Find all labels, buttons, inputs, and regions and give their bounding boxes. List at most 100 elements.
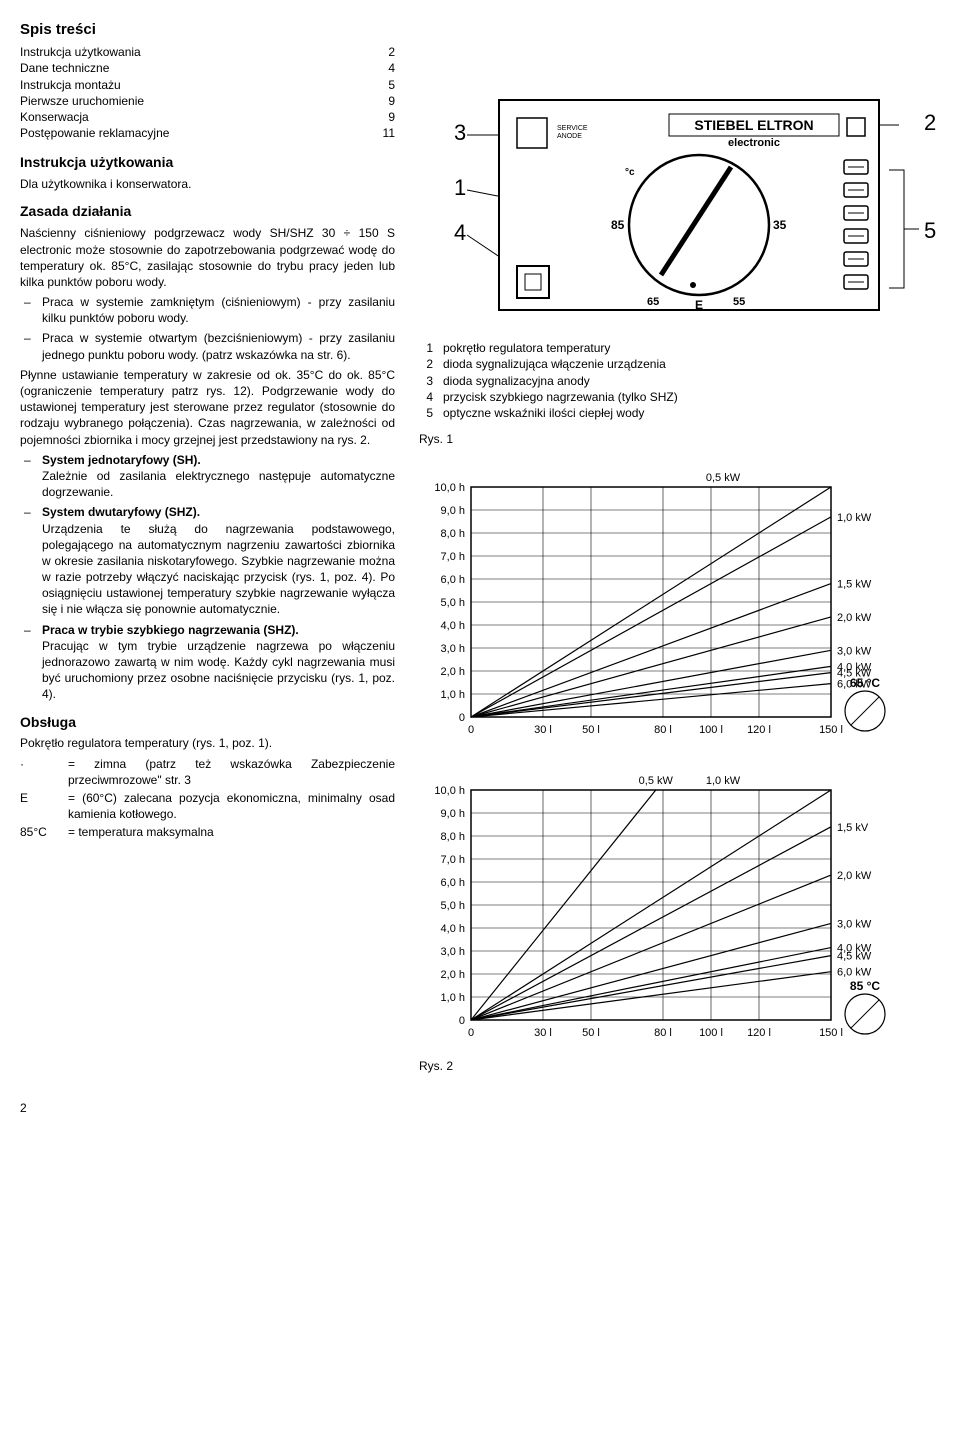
svg-text:5: 5 xyxy=(924,218,936,243)
figure-1-legend: 1pokrętło regulatora temperatury2dioda s… xyxy=(419,340,949,421)
svg-text:°c: °c xyxy=(625,167,635,178)
svg-text:7,0 h: 7,0 h xyxy=(441,854,465,866)
svg-text:electronic: electronic xyxy=(728,137,780,149)
left-column: Spis treści Instrukcja użytkowania2Dane … xyxy=(20,20,395,1092)
legend-row: 3dioda sygnalizacyjna anody xyxy=(419,373,949,389)
obsluga-title: Obsługa xyxy=(20,713,395,732)
svg-text:65 °C: 65 °C xyxy=(850,676,880,690)
svg-text:STIEBEL ELTRON: STIEBEL ELTRON xyxy=(694,117,813,133)
svg-text:30 l: 30 l xyxy=(534,724,552,736)
definition-row: 85°C= temperatura maksymalna xyxy=(20,824,395,840)
svg-text:10,0 h: 10,0 h xyxy=(434,482,465,494)
svg-text:0,5 kW: 0,5 kW xyxy=(706,472,741,484)
definition-row: E= (60°C) zalecana pozycja ekonomiczna, … xyxy=(20,790,395,822)
svg-text:9,0 h: 9,0 h xyxy=(441,808,465,820)
svg-text:150 l: 150 l xyxy=(819,1027,843,1039)
definition-list: ·= zimna (patrz też wskazówka Zabezpiecz… xyxy=(20,756,395,841)
paragraph: Płynne ustawianie temperatury w zakresie… xyxy=(20,367,395,448)
svg-text:5,0 h: 5,0 h xyxy=(441,597,465,609)
legend-row: 2dioda sygnalizująca włączenie urządzeni… xyxy=(419,356,949,372)
svg-text:150 l: 150 l xyxy=(819,724,843,736)
svg-text:4,0 h: 4,0 h xyxy=(441,620,465,632)
svg-text:2,0 h: 2,0 h xyxy=(441,666,465,678)
svg-text:5,0 h: 5,0 h xyxy=(441,900,465,912)
toc-row: Instrukcja montażu5 xyxy=(20,77,395,93)
list-item: System dwutaryfowy (SHZ).Urządzenia te s… xyxy=(32,504,395,617)
svg-text:ANODE: ANODE xyxy=(557,133,582,140)
paragraph: Naścienny ciśnieniowy podgrzewacz wody S… xyxy=(20,225,395,290)
definition-row: ·= zimna (patrz też wskazówka Zabezpiecz… xyxy=(20,756,395,788)
svg-text:2: 2 xyxy=(924,110,936,135)
zasada-title: Zasada działania xyxy=(20,202,395,221)
svg-text:1,0 h: 1,0 h xyxy=(441,689,465,701)
svg-text:E: E xyxy=(695,298,703,312)
svg-text:8,0 h: 8,0 h xyxy=(441,831,465,843)
list-item: Praca w trybie szybkiego nagrzewania (SH… xyxy=(32,622,395,703)
svg-text:3,0 kW: 3,0 kW xyxy=(837,646,872,658)
svg-text:7,0 h: 7,0 h xyxy=(441,551,465,563)
svg-text:0: 0 xyxy=(468,1027,474,1039)
figure-2-chart-a: 0 1,0 h 2,0 h 3,0 h 4,0 h 5,0 h 6,0 h 7,0 h 8,0 … xyxy=(419,465,949,749)
svg-text:55: 55 xyxy=(733,296,745,308)
svg-text:6,0 kW: 6,0 kW xyxy=(837,966,872,978)
svg-text:1,5 kW: 1,5 kW xyxy=(837,579,872,591)
svg-text:9,0 h: 9,0 h xyxy=(441,505,465,517)
page-number: 2 xyxy=(20,1100,940,1116)
svg-text:0: 0 xyxy=(468,724,474,736)
right-column: 3 1 4 2 5 SERVICEANODE STIEBEL ELTRON electroni… xyxy=(419,20,949,1092)
svg-text:100 l: 100 l xyxy=(699,1027,723,1039)
svg-text:2,0 h: 2,0 h xyxy=(441,969,465,981)
svg-text:0: 0 xyxy=(459,712,465,724)
legend-row: 5optyczne wskaźniki ilości ciepłej wody xyxy=(419,405,949,421)
toc-row: Konserwacja9 xyxy=(20,109,395,125)
toc-row: Pierwsze uruchomienie9 xyxy=(20,93,395,109)
svg-text:SERVICE: SERVICE xyxy=(557,125,588,132)
section-title: Instrukcja użytkowania xyxy=(20,153,395,172)
toc-row: Postępowanie reklamacyjne11 xyxy=(20,125,395,141)
figure-2-caption: Rys. 2 xyxy=(419,1058,949,1074)
toc-list: Instrukcja użytkowania2Dane techniczne4I… xyxy=(20,44,395,141)
svg-text:1,0 kW: 1,0 kW xyxy=(837,512,872,524)
svg-text:2,0 kW: 2,0 kW xyxy=(837,612,872,624)
svg-text:4: 4 xyxy=(454,220,466,245)
list-item: Praca w systemie otwartym (bezciśnieniow… xyxy=(32,330,395,362)
svg-text:3,0 h: 3,0 h xyxy=(441,946,465,958)
list-item: Praca w systemie zamkniętym (ciśnieniowy… xyxy=(32,294,395,326)
svg-text:1,0 kW: 1,0 kW xyxy=(706,775,741,787)
svg-text:1,0 h: 1,0 h xyxy=(441,992,465,1004)
svg-text:6,0 h: 6,0 h xyxy=(441,574,465,586)
svg-text:2,0 kW: 2,0 kW xyxy=(837,870,872,882)
paragraph: Pokrętło regulatora temperatury (rys. 1,… xyxy=(20,735,395,751)
svg-text:4,0 h: 4,0 h xyxy=(441,923,465,935)
svg-text:1: 1 xyxy=(454,175,466,200)
svg-text:80 l: 80 l xyxy=(654,724,672,736)
svg-text:3,0 h: 3,0 h xyxy=(441,643,465,655)
svg-text:85: 85 xyxy=(611,218,625,232)
svg-text:3: 3 xyxy=(454,120,466,145)
legend-row: 4przycisk szybkiego nagrzewania (tylko S… xyxy=(419,389,949,405)
svg-text:6,0 h: 6,0 h xyxy=(441,877,465,889)
svg-text:35: 35 xyxy=(773,218,787,232)
svg-text:85 °C: 85 °C xyxy=(850,979,880,993)
svg-text:80 l: 80 l xyxy=(654,1027,672,1039)
figure-1: 3 1 4 2 5 SERVICEANODE STIEBEL ELTRON electroni… xyxy=(419,20,949,334)
toc-row: Dane techniczne4 xyxy=(20,60,395,76)
figure-1-caption: Rys. 1 xyxy=(419,431,949,447)
svg-text:100 l: 100 l xyxy=(699,724,723,736)
systems-list: System jednotaryfowy (SH).Zależnie od za… xyxy=(20,452,395,703)
list-item: System jednotaryfowy (SH).Zależnie od za… xyxy=(32,452,395,501)
svg-text:30 l: 30 l xyxy=(534,1027,552,1039)
svg-text:8,0 h: 8,0 h xyxy=(441,528,465,540)
bullet-list: Praca w systemie zamkniętym (ciśnieniowy… xyxy=(20,294,395,363)
section-subtitle: Dla użytkownika i konserwatora. xyxy=(20,176,395,192)
svg-text:120 l: 120 l xyxy=(747,1027,771,1039)
svg-text:50 l: 50 l xyxy=(582,1027,600,1039)
toc-title: Spis treści xyxy=(20,20,395,40)
svg-text:10,0 h: 10,0 h xyxy=(434,785,465,797)
svg-text:65: 65 xyxy=(647,296,659,308)
svg-text:120 l: 120 l xyxy=(747,724,771,736)
figure-2-chart-b: 0 1,0 h 2,0 h 3,0 h 4,0 h 5,0 h 6,0 h 7,0 h 8,0 … xyxy=(419,768,949,1052)
svg-text:0: 0 xyxy=(459,1015,465,1027)
svg-text:4,5 kW: 4,5 kW xyxy=(837,950,872,962)
svg-text:3,0 kW: 3,0 kW xyxy=(837,918,872,930)
